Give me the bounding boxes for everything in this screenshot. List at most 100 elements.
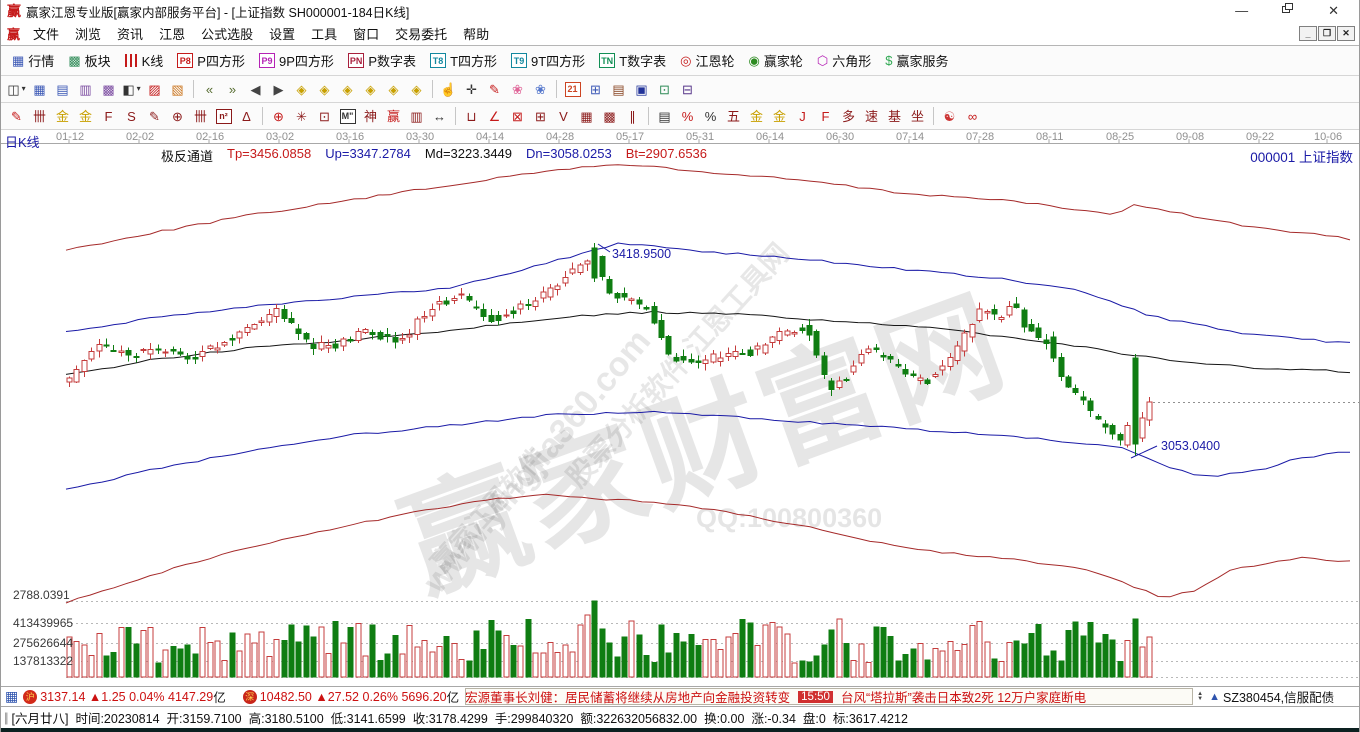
period-tab-daily[interactable]: 日K线	[5, 135, 40, 150]
tool-icon-save-disk[interactable]: ▣	[630, 79, 653, 100]
menu-item-5[interactable]: 设置	[269, 27, 296, 42]
tool-icon-five-line[interactable]: 五	[722, 106, 745, 127]
toolbar-button-sectors[interactable]: ▩ 板块	[61, 49, 117, 73]
tool-icon-shen-tool[interactable]: 神	[359, 106, 382, 127]
bond-alert-text[interactable]: SZ380454,信服配债	[1222, 691, 1335, 705]
tool-icon-h-measure[interactable]: ↔	[428, 106, 451, 127]
tool-icon-flower-blue-tool[interactable]: ❀	[529, 79, 552, 100]
tool-icon-pencil-grid[interactable]: ✎	[143, 106, 166, 127]
menu-item-6[interactable]: 工具	[311, 27, 338, 42]
tool-icon-coord-tool[interactable]: 坐	[906, 106, 929, 127]
toolbar-button-p-square[interactable]: P8 P四方形	[170, 49, 252, 73]
tool-icon-speed-fan[interactable]: ∠	[483, 106, 506, 127]
toolbar-button-9p-square[interactable]: P9 9P四方形	[252, 49, 341, 73]
tool-icon-next-bar[interactable]: ▶	[267, 79, 290, 100]
tool-icon-j-angle[interactable]: J	[791, 106, 814, 127]
tool-icon-gann-circle[interactable]: ⊕	[267, 106, 290, 127]
tool-icon-golden-grid-2[interactable]: 金	[74, 106, 97, 127]
tool-icon-taiji[interactable]: ☯	[938, 106, 961, 127]
toolbar-button-market-quotes[interactable]: ▦ 行情	[5, 49, 61, 73]
tool-icon-pick-tool[interactable]: ✎	[483, 79, 506, 100]
tool-icon-chart-type-dropdown[interactable]: ◫ ▾	[5, 79, 28, 100]
menu-item-2[interactable]: 资讯	[117, 27, 144, 42]
toolbar-button-gann-wheel[interactable]: ◎ 江恩轮	[673, 49, 741, 73]
tool-icon-base-box[interactable]: 基	[883, 106, 906, 127]
menu-item-0[interactable]: 文件	[33, 27, 60, 42]
tool-icon-list-tool[interactable]: ▤	[653, 106, 676, 127]
tool-icon-diamond-h-collapse[interactable]: ◈	[359, 79, 382, 100]
tool-icon-calculator[interactable]: ⊞	[584, 79, 607, 100]
tool-icon-pattern-tool[interactable]: ▨	[143, 79, 166, 100]
toolbar-button-9t-square[interactable]: T9 9T四方形	[504, 49, 592, 73]
tool-icon-box-tool[interactable]: ⊔	[460, 106, 483, 127]
tool-icon-ruler-tool[interactable]: ▥	[405, 106, 428, 127]
tool-icon-n-square[interactable]: n²	[212, 106, 235, 127]
tool-icon-gann-web[interactable]: ✳	[290, 106, 313, 127]
tool-icon-circle-grid[interactable]: ⊕	[166, 106, 189, 127]
tool-icon-draw-pencil[interactable]: ✎	[5, 106, 28, 127]
mdi-minimize-button[interactable]: _	[1299, 26, 1317, 41]
tool-icon-gann-grid[interactable]: 卌	[28, 106, 51, 127]
tool-icon-win-tool[interactable]: 赢	[382, 106, 405, 127]
restore-button[interactable]	[1282, 3, 1294, 14]
toolbar-button-kline[interactable]: K线	[118, 49, 171, 73]
tool-icon-percent-box[interactable]: %	[676, 106, 699, 127]
tool-icon-gold-line[interactable]: 金	[768, 106, 791, 127]
tool-icon-diamond-all[interactable]: ◈	[405, 79, 428, 100]
kline-chart-canvas[interactable]	[1, 130, 1359, 686]
tool-icon-gold-circle[interactable]: 金	[745, 106, 768, 127]
tool-icon-spiral-tool[interactable]: S	[120, 106, 143, 127]
tool-icon-notebook[interactable]: ▤	[607, 79, 630, 100]
toolbar-button-p-number-table[interactable]: PN P数字表	[341, 49, 423, 73]
menu-item-1[interactable]: 浏览	[75, 27, 102, 42]
tool-icon-flower-pink-tool[interactable]: ❀	[506, 79, 529, 100]
tool-icon-diamond-right[interactable]: ◈	[313, 79, 336, 100]
tool-icon-percent-line[interactable]: %	[699, 106, 722, 127]
sz-index-value[interactable]: 10482.50	[259, 689, 312, 704]
tool-icon-dense-grid[interactable]: ▦	[575, 106, 598, 127]
tool-icon-diamond-left[interactable]: ◈	[290, 79, 313, 100]
tool-icon-candle-style-dropdown[interactable]: ◧ ▾	[120, 79, 143, 100]
tool-icon-export-tool[interactable]: ⊡	[653, 79, 676, 100]
toolbar-button-hexagon[interactable]: ⬡ 六角形	[810, 49, 878, 73]
tool-icon-golden-grid-1[interactable]: 金	[51, 106, 74, 127]
quote-table-icon[interactable]: ▦	[5, 688, 19, 704]
tool-icon-multi-line[interactable]: 多	[837, 106, 860, 127]
tool-icon-app-tool[interactable]: ⊟	[676, 79, 699, 100]
tool-icon-parallel-lines[interactable]: ∥	[621, 106, 644, 127]
tool-icon-grid-9-panes[interactable]: ▩	[97, 79, 120, 100]
tool-icon-diamond-h-expand[interactable]: ◈	[336, 79, 359, 100]
tool-icon-calendar-21[interactable]: 21	[561, 79, 584, 100]
toolbar-button-t-square[interactable]: T8 T四方形	[423, 49, 504, 73]
menu-item-4[interactable]: 公式选股	[201, 27, 254, 42]
menu-item-3[interactable]: 江恩	[159, 27, 186, 42]
mdi-restore-button[interactable]: ❐	[1318, 26, 1336, 41]
toolbar-button-t-number-table[interactable]: TN T数字表	[592, 49, 673, 73]
tool-icon-prev-bar[interactable]: ◀	[244, 79, 267, 100]
chart-type-dropdown-dropdown-arrow[interactable]: ▾	[21, 84, 26, 93]
tool-icon-first-bar[interactable]: «	[198, 79, 221, 100]
menu-item-7[interactable]: 窗口	[353, 27, 380, 42]
tool-icon-box-grid[interactable]: ⊞	[529, 106, 552, 127]
news-ticker[interactable]: 申万宏源董事长刘健：居民储蓄将继续从房地产向金融投资转变 15:50 台风“塔拉…	[465, 688, 1194, 705]
tool-icon-grid-3-panes[interactable]: ▥	[74, 79, 97, 100]
news-scroll-buttons[interactable]: ▲ ▼	[1197, 690, 1204, 702]
tool-icon-window-layout[interactable]: ▦	[28, 79, 51, 100]
candle-style-dropdown-dropdown-arrow[interactable]: ▾	[136, 84, 141, 93]
toolbar-button-winner-wheel[interactable]: ◉ 赢家轮	[742, 49, 810, 73]
close-button[interactable]: ✕	[1328, 3, 1339, 18]
sh-index-value[interactable]: 3137.14	[40, 689, 86, 704]
tool-icon-f-angle[interactable]: F	[814, 106, 837, 127]
tool-icon-box-diagonal[interactable]: ⊠	[506, 106, 529, 127]
tool-icon-m-marker[interactable]: M"	[336, 106, 359, 127]
tool-icon-infinity[interactable]: ∞	[961, 106, 984, 127]
minimize-button[interactable]: —	[1235, 3, 1249, 18]
tool-icon-last-bar[interactable]: »	[221, 79, 244, 100]
news-headline-2[interactable]: 台风“塔拉斯”袭击日本致2死 12万户家庭断电	[840, 691, 1087, 705]
mdi-close-button[interactable]: ✕	[1337, 26, 1355, 41]
tool-icon-dense-grid-2[interactable]: ▩	[598, 106, 621, 127]
tool-icon-crosshair-tool[interactable]: ✛	[460, 79, 483, 100]
tool-icon-diamond-v-expand[interactable]: ◈	[382, 79, 405, 100]
tool-icon-hand-tool[interactable]: ☝	[437, 79, 460, 100]
tool-icon-speed-line[interactable]: 速	[860, 106, 883, 127]
